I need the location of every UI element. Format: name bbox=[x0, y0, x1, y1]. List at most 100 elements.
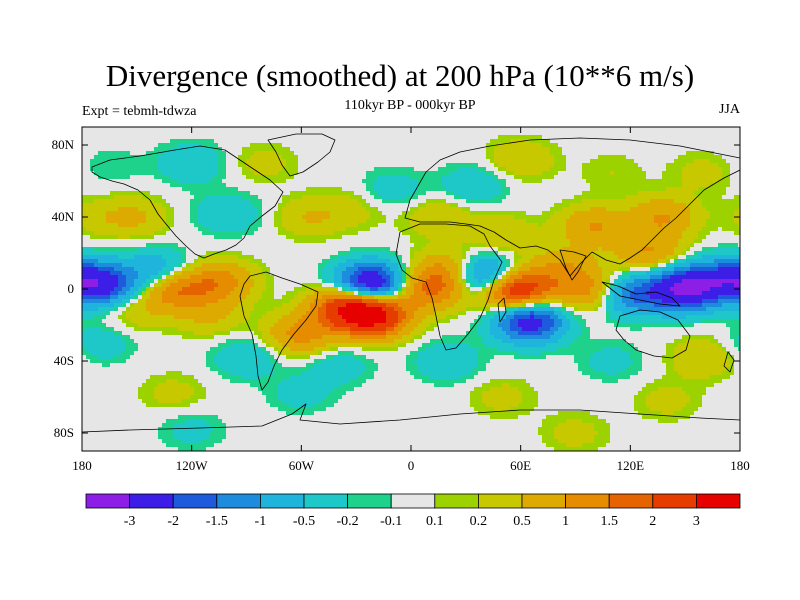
field-cell bbox=[210, 199, 215, 204]
field-cell bbox=[506, 211, 511, 216]
field-cell bbox=[98, 211, 103, 216]
field-cell bbox=[90, 235, 95, 240]
field-cell bbox=[454, 199, 459, 204]
field-cell bbox=[286, 191, 291, 196]
field-cell bbox=[514, 199, 519, 204]
field-cell bbox=[222, 183, 227, 188]
field-cell bbox=[130, 231, 135, 236]
field-cell bbox=[586, 167, 591, 172]
field-cell bbox=[218, 203, 223, 208]
field-cell bbox=[110, 247, 115, 252]
field-cell bbox=[422, 239, 427, 244]
field-cell bbox=[630, 223, 635, 228]
field-cell bbox=[294, 227, 299, 232]
field-cell bbox=[614, 243, 619, 248]
field-cell bbox=[622, 223, 627, 228]
field-cell bbox=[330, 199, 335, 204]
field-cell bbox=[478, 207, 483, 212]
field-cell bbox=[110, 199, 115, 204]
field-cell bbox=[190, 243, 195, 248]
field-cell bbox=[662, 127, 667, 132]
field-cell bbox=[694, 223, 699, 228]
field-cell bbox=[454, 167, 459, 172]
field-cell bbox=[354, 167, 359, 172]
field-cell bbox=[638, 231, 643, 236]
field-cell bbox=[398, 183, 403, 188]
field-cell bbox=[198, 243, 203, 248]
field-cell bbox=[98, 235, 103, 240]
field-cell bbox=[158, 231, 163, 236]
field-cell bbox=[474, 127, 479, 132]
field-cell bbox=[718, 159, 723, 164]
field-cell bbox=[650, 207, 655, 212]
field-cell bbox=[130, 127, 135, 132]
field-cell bbox=[370, 179, 375, 184]
field-cell bbox=[474, 243, 479, 248]
field-cell bbox=[614, 187, 619, 192]
field-cell bbox=[334, 191, 339, 196]
field-cell bbox=[434, 127, 439, 132]
field-cell bbox=[318, 231, 323, 236]
field-cell bbox=[578, 135, 583, 140]
field-cell bbox=[554, 239, 559, 244]
field-cell bbox=[226, 243, 231, 248]
field-cell bbox=[690, 159, 695, 164]
field-cell bbox=[658, 179, 663, 184]
field-cell bbox=[610, 227, 615, 232]
field-cell bbox=[418, 243, 423, 248]
field-cell bbox=[530, 147, 535, 152]
field-cell bbox=[138, 215, 143, 220]
field-cell bbox=[578, 227, 583, 232]
field-cell bbox=[554, 211, 559, 216]
field-cell bbox=[394, 183, 399, 188]
field-cell bbox=[726, 191, 731, 196]
field-cell bbox=[238, 147, 243, 152]
field-cell bbox=[562, 219, 567, 224]
field-cell bbox=[222, 131, 227, 136]
field-cell bbox=[566, 179, 571, 184]
field-cell bbox=[466, 171, 471, 176]
field-cell bbox=[278, 223, 283, 228]
field-cell bbox=[342, 179, 347, 184]
field-cell bbox=[370, 175, 375, 180]
field-cell bbox=[194, 135, 199, 140]
field-cell bbox=[450, 167, 455, 172]
field-cell bbox=[306, 163, 311, 168]
field-cell bbox=[430, 175, 435, 180]
field-cell bbox=[238, 183, 243, 188]
field-cell bbox=[542, 131, 547, 136]
field-cell bbox=[274, 223, 279, 228]
field-cell bbox=[414, 143, 419, 148]
field-cell bbox=[714, 243, 719, 248]
field-cell bbox=[82, 207, 87, 212]
field-cell bbox=[722, 239, 727, 244]
field-cell bbox=[574, 131, 579, 136]
field-cell bbox=[266, 183, 271, 188]
field-cell bbox=[650, 179, 655, 184]
field-cell bbox=[234, 227, 239, 232]
field-cell bbox=[222, 191, 227, 196]
field-cell bbox=[446, 135, 451, 140]
field-cell bbox=[710, 159, 715, 164]
field-cell bbox=[254, 163, 259, 168]
field-cell bbox=[362, 175, 367, 180]
field-cell bbox=[422, 199, 427, 204]
field-cell bbox=[314, 139, 319, 144]
field-cell bbox=[470, 175, 475, 180]
field-cell bbox=[206, 167, 211, 172]
field-cell bbox=[638, 155, 643, 160]
field-cell bbox=[562, 187, 567, 192]
field-cell bbox=[650, 235, 655, 240]
field-cell bbox=[662, 183, 667, 188]
field-cell bbox=[226, 159, 231, 164]
field-cell bbox=[174, 199, 179, 204]
field-cell bbox=[474, 187, 479, 192]
field-cell bbox=[202, 155, 207, 160]
field-cell bbox=[174, 155, 179, 160]
field-cell bbox=[102, 203, 107, 208]
field-cell bbox=[558, 171, 563, 176]
field-cell bbox=[426, 139, 431, 144]
field-cell bbox=[266, 243, 271, 248]
field-cell bbox=[470, 151, 475, 156]
field-cell bbox=[286, 127, 291, 132]
